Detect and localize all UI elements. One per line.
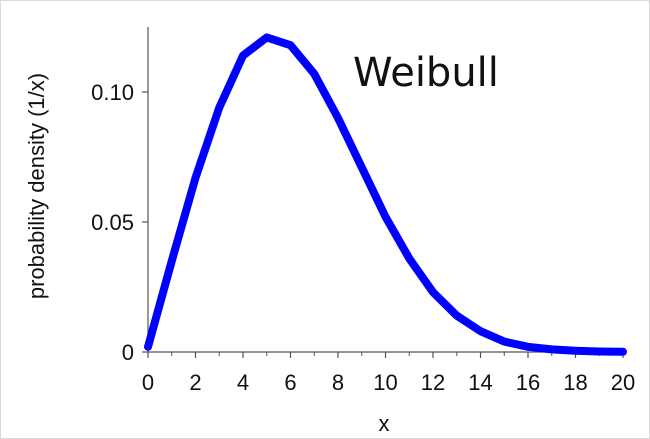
x-tick-label: 20 <box>611 370 635 395</box>
x-tick-label: 6 <box>284 370 296 395</box>
x-tick-label: 12 <box>421 370 445 395</box>
y-axis-title: probability density (1/x) <box>24 73 49 299</box>
y-tick-label: 0.05 <box>91 210 134 235</box>
ticks <box>142 91 624 358</box>
series-layer <box>144 33 627 356</box>
x-tick-label: 8 <box>332 370 344 395</box>
series-line-0 <box>144 33 627 356</box>
chart-title: Weibull <box>353 50 499 96</box>
x-tick-label: 10 <box>373 370 397 395</box>
x-tick-label: 14 <box>468 370 492 395</box>
y-tick-label: 0 <box>122 340 134 365</box>
labels: 0 2 4 6 8 10 12 14 16 18 20 0 0.05 0.10 <box>91 80 635 395</box>
x-tick-label: 18 <box>563 370 587 395</box>
x-tick-label: 4 <box>237 370 249 395</box>
x-tick-label: 16 <box>516 370 540 395</box>
x-axis-title: x <box>379 411 390 436</box>
x-tick-label: 0 <box>142 370 154 395</box>
y-tick-label: 0.10 <box>91 80 134 105</box>
x-tick-label: 2 <box>189 370 201 395</box>
